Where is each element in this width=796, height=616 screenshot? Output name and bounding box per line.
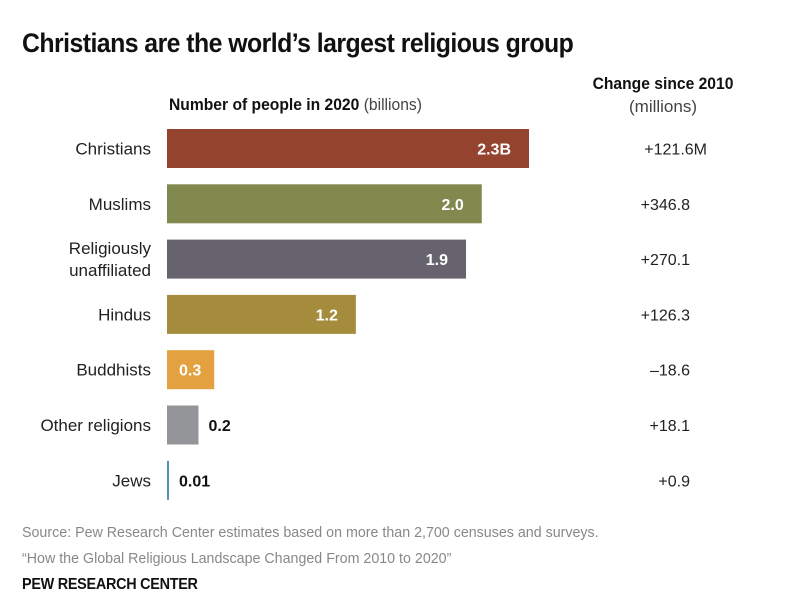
bar-5 [167, 405, 199, 445]
value-label: 0.01 [179, 473, 210, 490]
bar-1 [167, 184, 482, 224]
change-value: +0.9 [658, 473, 690, 490]
value-label: 1.2 [316, 307, 338, 324]
category-label: Buddhists [76, 361, 151, 380]
bar-3 [167, 294, 356, 334]
source-line-2: “How the Global Religious Landscape Chan… [22, 550, 452, 567]
change-value: +121.6M [644, 142, 707, 159]
chart-title: Christians are the world’s largest relig… [22, 28, 574, 58]
change-value: –18.6 [650, 363, 690, 380]
bar-0 [167, 129, 529, 168]
change-value: +346.8 [641, 197, 690, 214]
change-header-unit: (millions) [629, 97, 697, 116]
category-label: Muslims [89, 195, 151, 214]
category-label: Hindus [98, 305, 151, 324]
value-label: 0.2 [208, 418, 230, 435]
value-label: 2.3B [477, 142, 511, 159]
brand-logo-text: PEW RESEARCH CENTER [22, 576, 198, 593]
source-line-1: Source: Pew Research Center estimates ba… [22, 524, 599, 541]
change-value: +126.3 [641, 307, 690, 324]
bar-6 [167, 460, 169, 500]
category-label: Other religions [40, 416, 151, 435]
change-value: +18.1 [650, 418, 691, 435]
change-header-title: Change since 2010 [592, 74, 734, 93]
category-label: unaffiliated [69, 261, 151, 280]
x-axis-header: Number of people in 2020 (billions) [169, 95, 422, 115]
category-label: Religiously [69, 239, 152, 258]
change-value: +270.1 [641, 252, 690, 269]
x-axis-header-unit: (billions) [363, 95, 422, 114]
value-label: 0.3 [179, 363, 201, 380]
category-label: Christians [75, 140, 151, 159]
change-column-header: Change since 2010 (millions) [560, 74, 766, 117]
source-note: Source: Pew Research Center estimates ba… [22, 520, 599, 572]
x-axis-header-bold: Number of people in 2020 [169, 95, 360, 114]
category-label: Jews [112, 471, 151, 490]
value-label: 1.9 [426, 252, 448, 269]
value-label: 2.0 [442, 197, 464, 214]
bar-4 [167, 350, 215, 390]
bar-2 [167, 239, 467, 279]
